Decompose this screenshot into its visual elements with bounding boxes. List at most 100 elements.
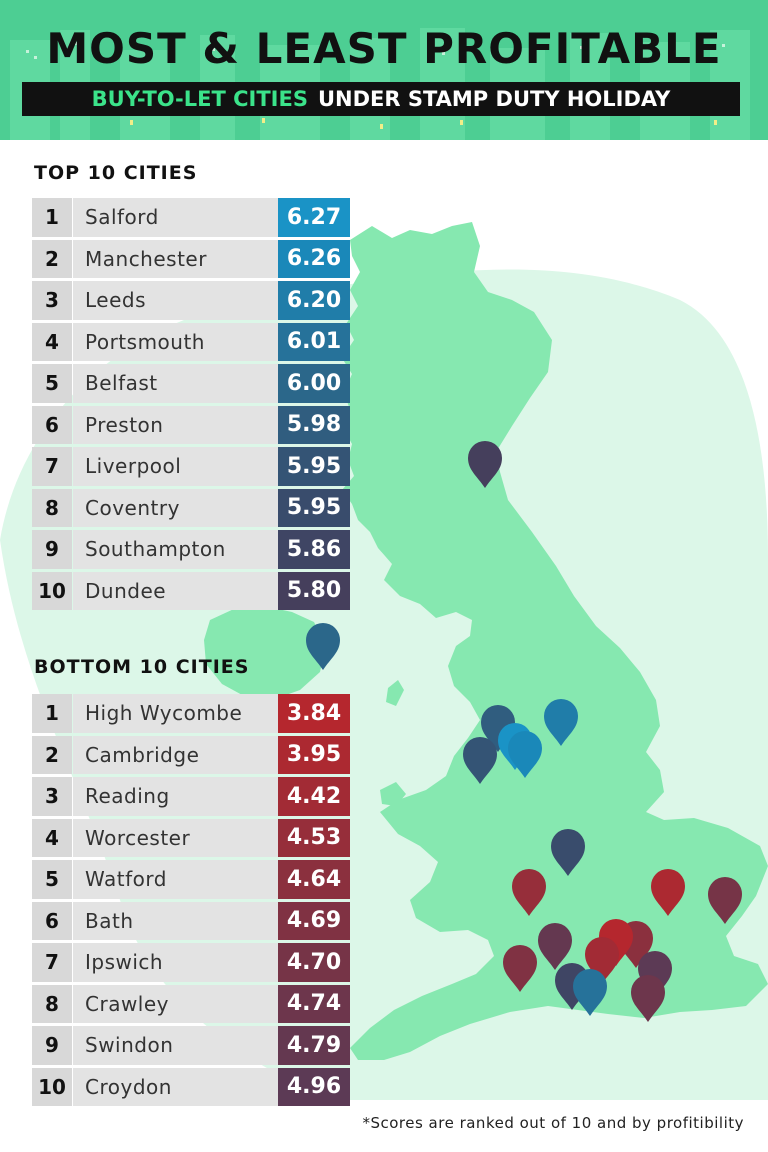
rank-cell: 7: [32, 447, 72, 486]
city-name: Leeds: [73, 281, 278, 320]
table-row: 7 Ipswich 4.70: [32, 943, 350, 982]
rank-cell: 10: [32, 1067, 72, 1106]
rank-cell: 10: [32, 571, 72, 610]
table-row: 9 Southampton 5.86: [32, 530, 350, 569]
score-badge: 4.42: [278, 777, 350, 816]
rank-cell: 8: [32, 488, 72, 527]
city-name: Cambridge: [73, 735, 278, 774]
score-badge: 5.80: [278, 571, 350, 610]
city-name: Swindon: [73, 1026, 278, 1065]
page-title: MOST & LEAST PROFITABLE: [46, 24, 722, 73]
table-row: 4 Worcester 4.53: [32, 818, 350, 857]
city-name: Coventry: [73, 488, 278, 527]
map-pin-icon-crawley: [631, 975, 665, 1022]
rank-cell: 2: [32, 735, 72, 774]
table-row: 3 Reading 4.42: [32, 777, 350, 816]
rank-cell: 3: [32, 777, 72, 816]
score-badge: 4.79: [278, 1026, 350, 1065]
city-name: Dundee: [73, 571, 278, 610]
table-row: 9 Swindon 4.79: [32, 1026, 350, 1065]
city-name: Worcester: [73, 818, 278, 857]
score-badge: 4.74: [278, 984, 350, 1023]
score-badge: 6.27: [278, 198, 350, 237]
map-pin-icon-ipswich: [708, 877, 742, 924]
city-name: Reading: [73, 777, 278, 816]
city-name: Ipswich: [73, 943, 278, 982]
score-badge: 5.95: [278, 488, 350, 527]
subtitle-accent: BUY-TO-LET CITIES: [91, 87, 308, 111]
table-row: 8 Coventry 5.95: [32, 488, 350, 527]
subtitle-bar: BUY-TO-LET CITIES UNDER STAMP DUTY HOLID…: [22, 82, 740, 116]
rank-cell: 6: [32, 901, 72, 940]
table-row: 4 Portsmouth 6.01: [32, 322, 350, 361]
score-badge: 4.70: [278, 943, 350, 982]
rank-cell: 2: [32, 239, 72, 278]
score-badge: 3.95: [278, 735, 350, 774]
score-badge: 4.64: [278, 860, 350, 899]
city-name: Crawley: [73, 984, 278, 1023]
map-pin-icon-liverpool: [463, 737, 497, 784]
land: [204, 222, 768, 1060]
score-badge: 4.96: [278, 1067, 350, 1106]
score-badge: 4.69: [278, 901, 350, 940]
footnote: *Scores are ranked out of 10 and by prof…: [362, 1114, 744, 1132]
bottom10-table: 1 High Wycombe 3.84 2 Cambridge 3.95 3 Reading 4…: [32, 694, 350, 1109]
city-name: Liverpool: [73, 447, 278, 486]
map-pin-icon-worcester: [512, 869, 546, 916]
city-name: Preston: [73, 405, 278, 444]
rank-cell: 5: [32, 860, 72, 899]
rank-cell: 3: [32, 281, 72, 320]
rank-cell: 4: [32, 818, 72, 857]
rank-cell: 8: [32, 984, 72, 1023]
table-row: 1 Salford 6.27: [32, 198, 350, 237]
rank-cell: 5: [32, 364, 72, 403]
city-name: Salford: [73, 198, 278, 237]
subtitle-rest: UNDER STAMP DUTY HOLIDAY: [317, 87, 671, 111]
table-row: 6 Preston 5.98: [32, 405, 350, 444]
map-pins: [306, 441, 742, 1022]
table-row: 5 Belfast 6.00: [32, 364, 350, 403]
top10-table: 1 Salford 6.27 2 Manchester 6.26 3 Leeds 6.20 4 Po…: [32, 198, 350, 613]
map-pin-icon-cambridge: [651, 869, 685, 916]
city-name: Manchester: [73, 239, 278, 278]
map-pin-icon-belfast: [306, 623, 340, 670]
table-row: 3 Leeds 6.20: [32, 281, 350, 320]
table-row: 6 Bath 4.69: [32, 901, 350, 940]
bottom10-heading: BOTTOM 10 CITIES: [34, 656, 250, 678]
map-pin-icon-leeds: [544, 699, 578, 746]
score-badge: 6.01: [278, 322, 350, 361]
rank-cell: 6: [32, 405, 72, 444]
table-row: 2 Manchester 6.26: [32, 239, 350, 278]
map-pin-icon-manchester: [508, 731, 542, 778]
score-badge: 3.84: [278, 694, 350, 733]
top10-heading: TOP 10 CITIES: [34, 162, 198, 184]
table-row: 1 High Wycombe 3.84: [32, 694, 350, 733]
map-pin-icon-swindon: [538, 923, 572, 970]
rank-cell: 1: [32, 694, 72, 733]
city-name: Croydon: [73, 1067, 278, 1106]
table-row: 8 Crawley 4.74: [32, 984, 350, 1023]
city-name: Portsmouth: [73, 322, 278, 361]
table-row: 10 Dundee 5.80: [32, 571, 350, 610]
city-name: Belfast: [73, 364, 278, 403]
rank-cell: 9: [32, 530, 72, 569]
map-pin-icon-portsmouth: [573, 969, 607, 1016]
table-row: 7 Liverpool 5.95: [32, 447, 350, 486]
map-pin-icon-bath: [503, 945, 537, 992]
city-name: Southampton: [73, 530, 278, 569]
table-row: 5 Watford 4.64: [32, 860, 350, 899]
score-badge: 6.00: [278, 364, 350, 403]
rank-cell: 4: [32, 322, 72, 361]
rank-cell: 9: [32, 1026, 72, 1065]
table-row: 2 Cambridge 3.95: [32, 735, 350, 774]
city-name: Watford: [73, 860, 278, 899]
rank-cell: 7: [32, 943, 72, 982]
rank-cell: 1: [32, 198, 72, 237]
header-banner: MOST & LEAST PROFITABLE BUY-TO-LET CITIE…: [0, 0, 768, 140]
table-row: 10 Croydon 4.96: [32, 1067, 350, 1106]
score-badge: 5.86: [278, 530, 350, 569]
score-badge: 5.95: [278, 447, 350, 486]
city-name: High Wycombe: [73, 694, 278, 733]
score-badge: 6.20: [278, 281, 350, 320]
score-badge: 4.53: [278, 818, 350, 857]
